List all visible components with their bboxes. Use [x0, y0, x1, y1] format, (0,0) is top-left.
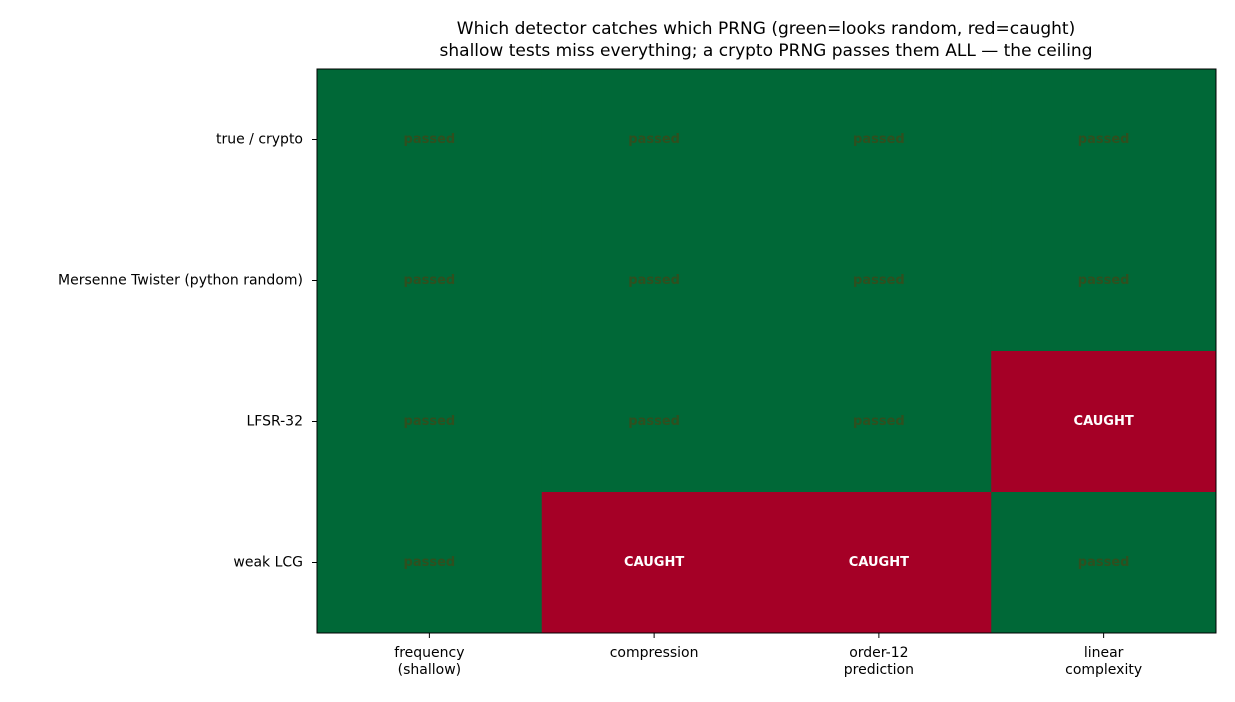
x-tick-label: frequency: [394, 645, 464, 661]
cell-label: passed: [628, 414, 680, 429]
cell-label: passed: [853, 414, 905, 429]
heatmap-cell: [541, 492, 767, 634]
y-tick-label: Mersenne Twister (python random): [58, 273, 303, 289]
heatmap-cell: [766, 351, 992, 493]
heatmap-cell: [317, 210, 543, 352]
y-tick-label: LFSR-32: [246, 414, 303, 430]
x-tick-label: (shallow): [398, 662, 461, 678]
x-tick-label: complexity: [1065, 662, 1142, 678]
chart-title: Which detector catches which PRNG (green…: [457, 19, 1075, 39]
cell-label: passed: [628, 273, 680, 288]
plot-frame: [316, 68, 1217, 634]
cell-label: passed: [853, 273, 905, 288]
cell-label: passed: [1078, 273, 1130, 288]
cell-label: CAUGHT: [1074, 414, 1134, 429]
cell-label: passed: [1078, 132, 1130, 147]
cell-label: passed: [853, 132, 905, 147]
cell-label: passed: [1078, 555, 1130, 570]
heatmap-cell: [541, 69, 767, 211]
cell-label: CAUGHT: [624, 555, 684, 570]
y-tick-label: weak LCG: [233, 555, 303, 571]
heatmap-cell: [541, 210, 767, 352]
heatmap-cell: [991, 69, 1217, 211]
cell-label: passed: [404, 273, 456, 288]
heatmap-cell: [766, 210, 992, 352]
x-tick-label: prediction: [844, 662, 914, 678]
x-tick-label: linear: [1084, 645, 1124, 661]
heatmap-cell: [991, 210, 1217, 352]
cell-label: passed: [404, 414, 456, 429]
x-tick-label: order-12: [849, 645, 908, 661]
heatmap-cell: [317, 69, 543, 211]
heatmap-cell: [766, 492, 992, 634]
heatmap-cell: [991, 492, 1217, 634]
x-tick-label: compression: [610, 645, 699, 661]
heatmap-cell: [541, 351, 767, 493]
chart-subtitle: shallow tests miss everything; a crypto …: [440, 41, 1093, 61]
heatmap-cell: [766, 69, 992, 211]
cell-label: CAUGHT: [849, 555, 909, 570]
cell-label: passed: [628, 132, 680, 147]
heatmap-cell: [991, 351, 1217, 493]
heatmap-cell: [317, 492, 543, 634]
heatmap-cell: [317, 351, 543, 493]
cell-label: passed: [404, 132, 456, 147]
cell-label: passed: [404, 555, 456, 570]
y-tick-label: true / crypto: [216, 132, 303, 148]
